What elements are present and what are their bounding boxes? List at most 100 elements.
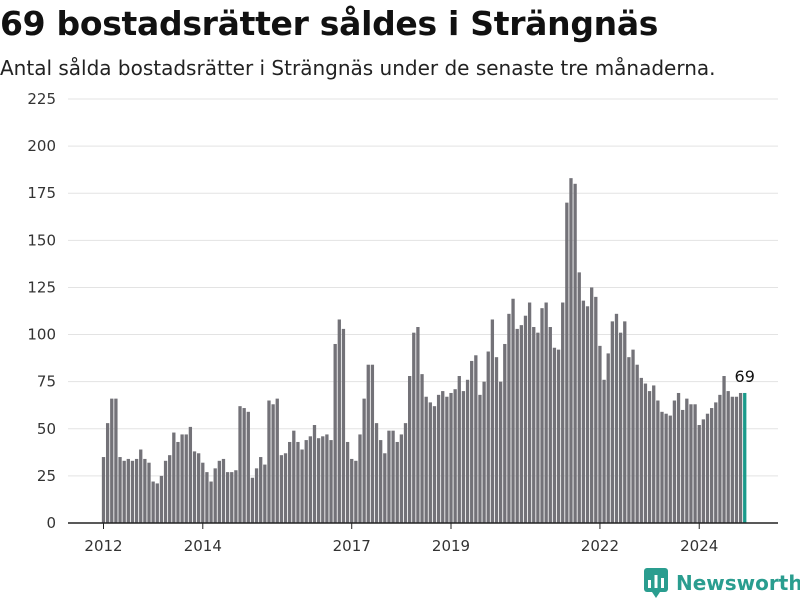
- bar: [465, 379, 470, 523]
- bar: [345, 441, 350, 523]
- y-tick-label: 150: [27, 231, 56, 249]
- bar: [693, 404, 697, 523]
- bar: [407, 376, 412, 523]
- bar: [478, 394, 482, 523]
- bar: [139, 449, 143, 523]
- y-tick-label: 25: [37, 467, 56, 485]
- bar: [288, 441, 292, 523]
- y-tick-label: 100: [27, 326, 56, 344]
- bar: [602, 379, 606, 523]
- bar: [354, 460, 358, 523]
- bar: [312, 425, 317, 523]
- bar: [664, 413, 668, 523]
- bar: [453, 389, 457, 523]
- bar: [614, 313, 619, 523]
- y-tick-label: 125: [27, 278, 56, 296]
- x-axis-ticks: 2012 2014 2017 2019 2022 2024: [84, 537, 718, 555]
- x-tick-label: 2022: [581, 537, 619, 555]
- y-tick-label: 50: [37, 420, 56, 438]
- bar: [225, 472, 230, 523]
- bar: [279, 455, 284, 523]
- bar: [168, 455, 172, 523]
- bar: [647, 391, 652, 523]
- bar-highlighted: [743, 392, 747, 523]
- bar: [246, 411, 250, 523]
- bar: [428, 402, 432, 523]
- bar: [308, 436, 312, 523]
- bar: [672, 400, 677, 523]
- bar: [387, 430, 391, 523]
- bar: [180, 434, 184, 523]
- bar: [577, 272, 581, 523]
- bar: [362, 398, 366, 523]
- bar: [271, 404, 275, 523]
- bar: [548, 327, 552, 523]
- y-tick-label: 75: [37, 373, 56, 391]
- bar: [734, 396, 739, 523]
- bar: [209, 481, 213, 523]
- bar: [515, 328, 519, 523]
- bar: [503, 343, 507, 523]
- bars: [101, 178, 747, 524]
- x-tick-label: 2019: [432, 537, 470, 555]
- bar: [643, 383, 648, 523]
- bar: [627, 357, 631, 523]
- x-axis: [68, 522, 778, 529]
- bar: [532, 327, 536, 523]
- bar: [519, 325, 523, 523]
- bar: [598, 345, 602, 523]
- bar: [606, 353, 610, 523]
- bar: [494, 357, 499, 523]
- x-tick-label: 2014: [184, 537, 222, 555]
- chart-title: 69 bostadsrätter såldes i Strängnäs: [0, 4, 659, 43]
- bar: [238, 406, 242, 523]
- bar: [556, 349, 561, 523]
- bar: [300, 449, 304, 523]
- bar: [432, 406, 437, 523]
- y-tick-label: 200: [27, 137, 56, 155]
- bar: [457, 376, 461, 523]
- bar: [470, 360, 474, 523]
- bar: [399, 434, 404, 523]
- bar: [656, 400, 660, 523]
- bar: [585, 306, 590, 523]
- bar: [101, 457, 106, 523]
- bar: [685, 398, 689, 523]
- bar: [573, 183, 577, 524]
- bar: [445, 396, 449, 523]
- bar: [416, 327, 420, 523]
- bar: [709, 408, 714, 523]
- newsworthy-logo-icon: [644, 568, 668, 598]
- bar: [126, 458, 130, 523]
- x-tick-label: 2024: [680, 537, 718, 555]
- bar: [511, 298, 515, 523]
- bar: [333, 343, 337, 523]
- bar: [122, 460, 126, 523]
- y-axis-ticks: 0 25 50 75 100 125 150 175 200 225: [27, 90, 56, 532]
- bar: [329, 440, 333, 523]
- bar: [552, 347, 557, 523]
- annotations: 69: [735, 367, 755, 386]
- bar: [590, 287, 594, 523]
- bar: [490, 319, 495, 523]
- bar: [395, 441, 399, 523]
- bar: [325, 434, 329, 523]
- bar: [507, 313, 511, 523]
- y-tick-label: 175: [27, 184, 56, 202]
- bar: [726, 391, 730, 523]
- bar: [486, 351, 490, 523]
- bar: [304, 440, 308, 523]
- bar: [275, 398, 279, 523]
- bar: [705, 413, 710, 523]
- bar: [188, 426, 193, 523]
- bar: [205, 472, 209, 523]
- bar: [660, 411, 664, 523]
- bar: [697, 425, 701, 523]
- bar: [581, 300, 586, 523]
- bar: [523, 315, 528, 523]
- bar: [391, 430, 395, 523]
- bar: [358, 434, 362, 523]
- bar: [536, 332, 540, 523]
- bar: [718, 394, 722, 523]
- bar: [635, 364, 639, 523]
